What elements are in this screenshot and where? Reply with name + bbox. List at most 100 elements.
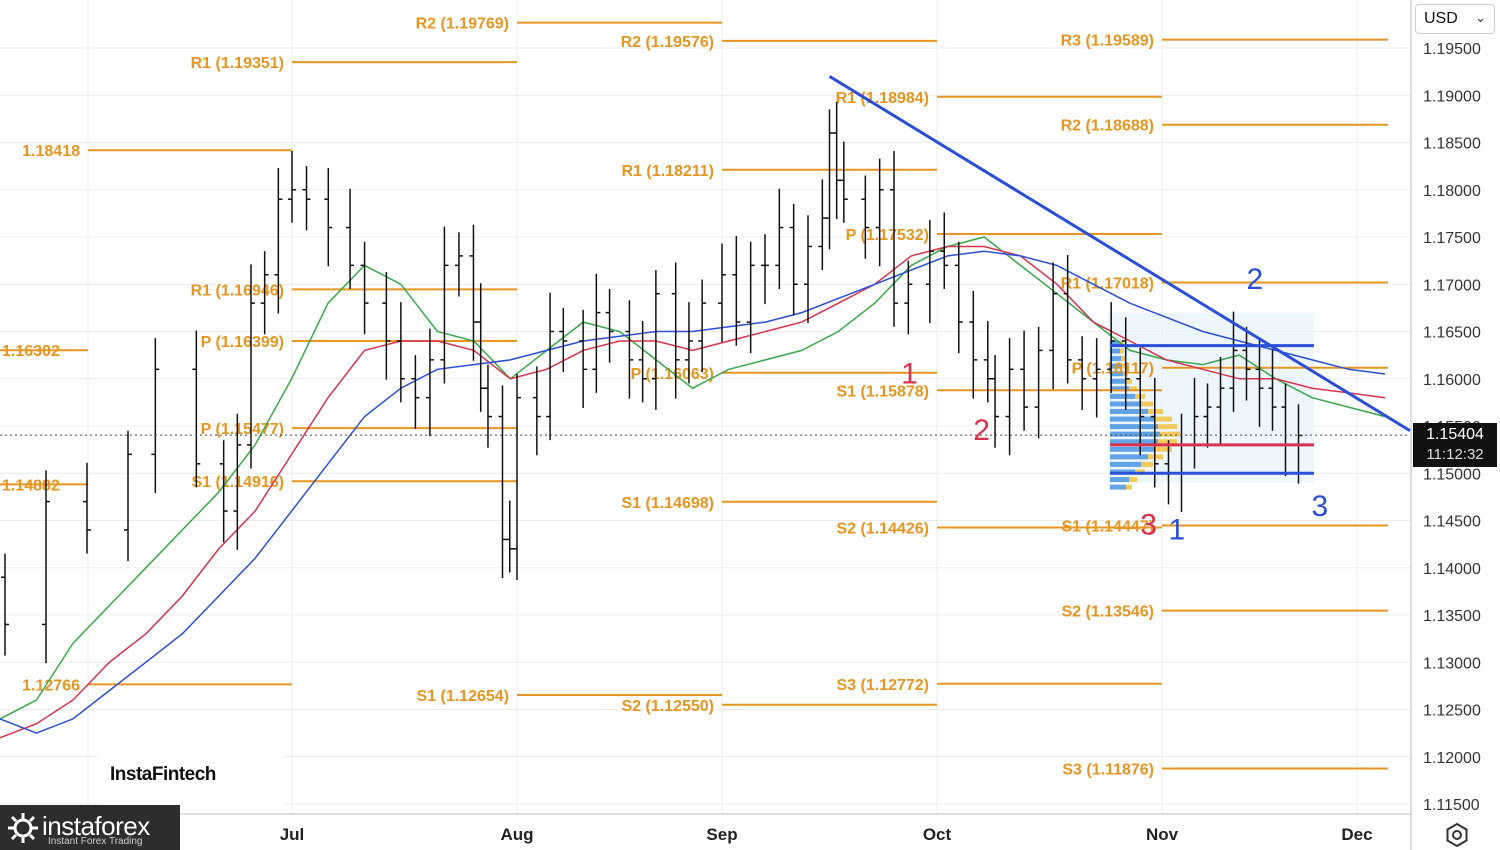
volume-bar (1141, 461, 1153, 467)
pivot-label: S2 (1.14426) (836, 520, 929, 537)
brand-logo-icon (8, 813, 38, 843)
pivot-label: R3 (1.19589) (1061, 33, 1154, 50)
pivot-label: P (1.16063) (631, 366, 714, 383)
pivot-label: R2 (1.19769) (416, 16, 509, 33)
volume-bar (1110, 348, 1120, 354)
current-price-label: 1.15404 11:12:32 (1413, 423, 1497, 467)
volume-bar (1121, 356, 1125, 362)
pivot-label: S1 (1.15878) (836, 383, 929, 400)
volume-bar (1154, 446, 1172, 452)
price-tick-label: 1.12000 (1423, 750, 1481, 767)
volume-bar (1120, 348, 1124, 354)
price-tick-label: 1.18500 (1423, 136, 1481, 153)
pivot-label: R1 (1.19351) (191, 55, 284, 72)
volume-bar (1110, 416, 1154, 422)
pivot-label: P (1.15477) (201, 421, 284, 438)
currency-value: USD (1424, 10, 1458, 27)
price-tick-label: 1.16500 (1423, 325, 1481, 342)
volume-bar (1126, 484, 1132, 490)
wave-label-blue: 3 (1312, 490, 1329, 523)
pivot-label: R1 (1.17018) (1061, 276, 1154, 293)
pivot-label: S3 (1.11876) (1062, 761, 1154, 778)
brand-name: instaforex (42, 811, 150, 841)
pivot-label: P (1.16399) (201, 334, 284, 351)
ma-line-green (0, 236, 1386, 720)
brand-tagline: Instant Forex Trading (48, 836, 143, 847)
volume-bar (1110, 378, 1126, 384)
volume-bar (1158, 424, 1177, 430)
chevron-down-icon: ⌄ (1475, 10, 1486, 25)
volume-bar (1110, 356, 1121, 362)
time-tick-label: Jul (280, 825, 305, 844)
pivot-label: 1.14882 (2, 477, 60, 494)
pivot-label: 1.18418 (22, 143, 80, 160)
volume-bar (1110, 446, 1154, 452)
pivot-label: S1 (1.14447) (1061, 519, 1154, 536)
time-tick-label: Oct (923, 825, 952, 844)
volume-bar (1148, 454, 1163, 460)
volume-bar (1110, 484, 1126, 490)
pivot-label: S2 (1.12550) (621, 698, 714, 715)
volume-bar (1110, 408, 1148, 414)
volume-bar (1110, 439, 1158, 445)
drawings[interactable] (0, 75, 1411, 475)
price-tick-label: 1.14000 (1423, 561, 1481, 578)
price-tick-label: 1.17000 (1423, 277, 1481, 294)
volume-bar (1110, 393, 1135, 399)
price-tick-label: 1.18000 (1423, 183, 1481, 200)
pivot-label: 1.16302 (2, 343, 60, 360)
volume-bar (1158, 439, 1177, 445)
volume-bar (1110, 371, 1123, 377)
pivot-label: R1 (1.18211) (621, 163, 714, 180)
time-tick-label: Sep (706, 825, 737, 844)
volume-bar (1110, 461, 1141, 467)
price-bars (1, 101, 1303, 664)
volume-bar (1110, 454, 1148, 460)
wave-label-blue: 2 (1247, 263, 1264, 296)
volume-bar (1141, 401, 1153, 407)
price-tick-label: 1.19500 (1423, 41, 1481, 58)
ma-line-red (0, 245, 1386, 739)
price-tick-label: 1.12500 (1423, 703, 1481, 720)
currency-select[interactable]: USD ⌄ (1415, 4, 1495, 34)
price-tick-label: 1.14500 (1423, 514, 1481, 531)
pivot-label: P (1.17532) (846, 227, 929, 244)
pivot-label: R1 (1.16946) (191, 282, 284, 299)
price-tick-label: 1.17500 (1423, 230, 1481, 247)
volume-bar (1160, 431, 1180, 437)
volume-bar (1110, 363, 1122, 369)
volume-bar (1148, 408, 1163, 414)
wave-label-red: 3 (1140, 509, 1157, 542)
pivot-label: S1 (1.12654) (416, 688, 509, 705)
pivot-label: S2 (1.13546) (1061, 604, 1154, 621)
volume-bar (1154, 416, 1172, 422)
volume-bar (1129, 477, 1137, 483)
pivot-label: S1 (1.14698) (621, 495, 714, 512)
price-tick-label: 1.13500 (1423, 608, 1481, 625)
volume-bar (1110, 386, 1129, 392)
wave-label-red: 1 (901, 357, 918, 390)
pivot-label: R2 (1.19576) (621, 34, 714, 51)
trendline (828, 75, 1411, 433)
wave-label-blue: 1 (1169, 513, 1186, 546)
chart-grid (0, 0, 1410, 814)
watermark-text: InstaFintech (110, 764, 216, 785)
time-tick-label: Dec (1341, 825, 1372, 844)
volume-bar (1110, 340, 1120, 346)
volume-bar (1126, 378, 1132, 384)
volume-bar (1110, 424, 1158, 430)
time-tick-label: Aug (500, 825, 533, 844)
volume-bar (1110, 431, 1160, 437)
wave-labels: 123 123 (901, 263, 1328, 546)
settings-gear-icon[interactable] (1444, 822, 1470, 848)
pivot-label: 1.12766 (22, 677, 80, 694)
price-tick-label: 1.11500 (1423, 797, 1480, 814)
watermark: InstaFintech (98, 740, 283, 808)
pivot-label: R2 (1.18688) (1061, 118, 1154, 135)
brand-bar: instaforex Instant Forex Trading (0, 805, 180, 850)
volume-bar (1122, 363, 1127, 369)
pivot-label: R1 (1.18984) (836, 90, 929, 107)
volume-bar (1110, 477, 1129, 483)
price-tick-label: 1.15000 (1423, 466, 1481, 483)
